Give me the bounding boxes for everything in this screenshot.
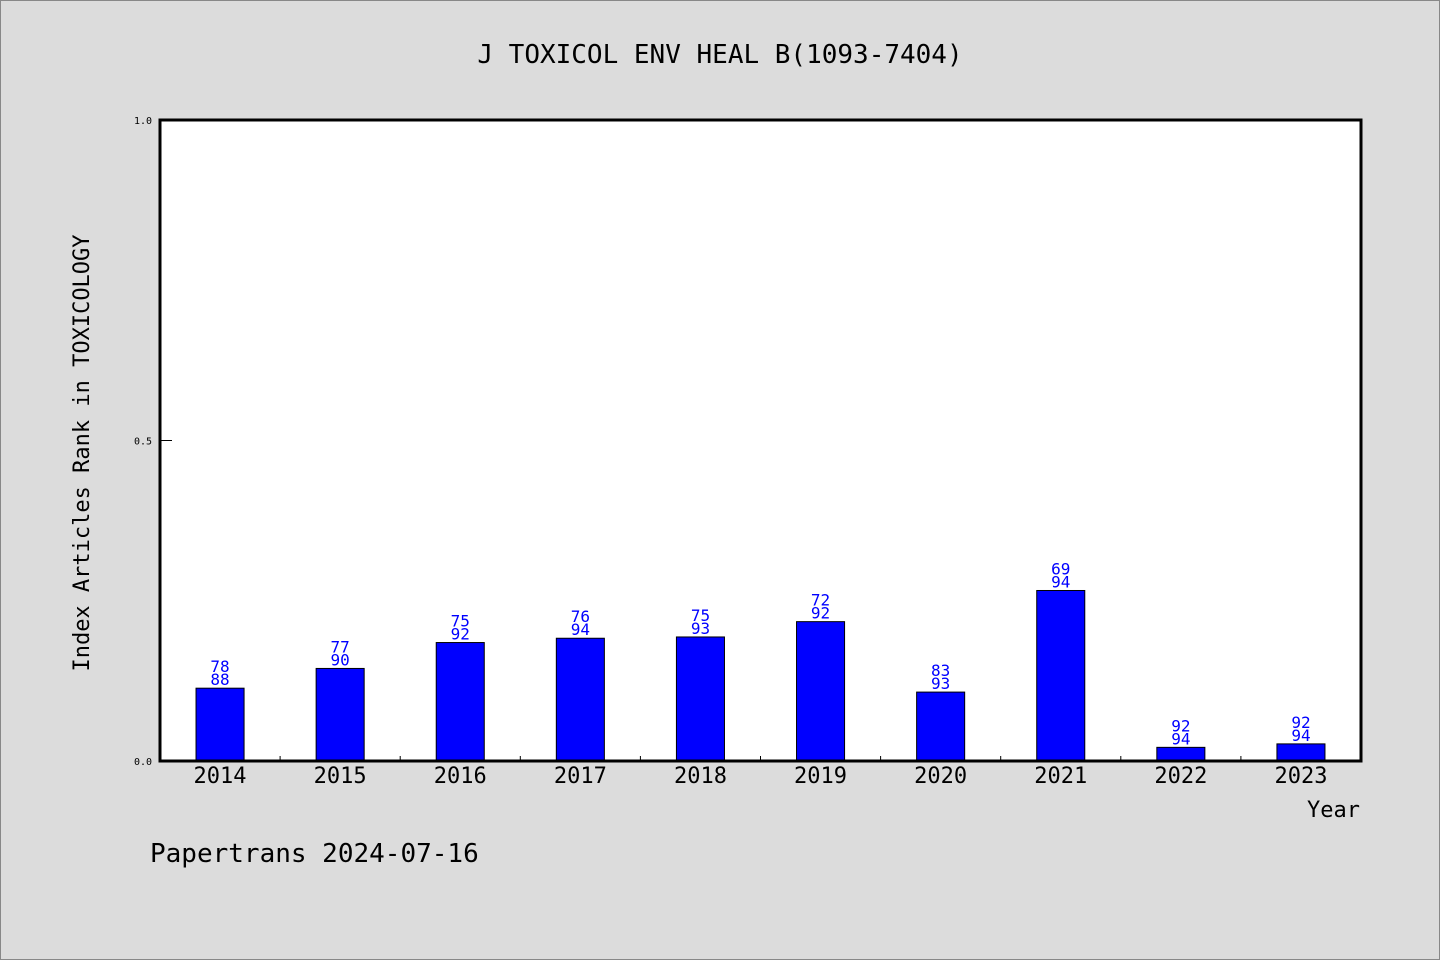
footer-source-date: Papertrans 2024-07-16 — [150, 839, 479, 869]
data-label-rank-2019: 72 — [811, 591, 830, 610]
bar-2022 — [1156, 746, 1206, 762]
bar-2017 — [555, 637, 605, 762]
x-tick-label-2016: 2016 — [434, 764, 487, 789]
data-label-total-2015: 90 — [331, 650, 350, 669]
x-tick-label-2021: 2021 — [1034, 764, 1087, 789]
bar-2019 — [796, 621, 846, 762]
x-tick-label-2018: 2018 — [674, 764, 727, 789]
x-tick-label-2017: 2017 — [554, 764, 607, 789]
data-label-rank-2014: 78 — [210, 657, 229, 676]
x-tick-label-2014: 2014 — [194, 764, 247, 789]
chart-title: J TOXICOL ENV HEAL B(1093-7404) — [477, 40, 962, 70]
data-label-rank-2020: 83 — [931, 661, 950, 680]
data-label-rank-2015: 77 — [331, 637, 350, 656]
data-label-rank-2022: 92 — [1171, 716, 1190, 735]
data-label-total-2019: 92 — [811, 604, 830, 623]
data-label-total-2016: 92 — [451, 625, 470, 644]
x-axis-label: Year — [1307, 798, 1360, 823]
bar-2023 — [1276, 743, 1326, 762]
plot-area — [160, 120, 1361, 761]
data-label-total-2023: 94 — [1291, 726, 1310, 745]
x-tick-label-2022: 2022 — [1154, 764, 1207, 789]
plot-border — [158, 118, 1363, 763]
bar-2014 — [195, 687, 245, 762]
data-label-total-2020: 93 — [931, 674, 950, 693]
x-tick-label-2020: 2020 — [914, 764, 967, 789]
data-label-total-2018: 93 — [691, 619, 710, 638]
y-tick-label: 0.5 — [134, 437, 152, 448]
data-label-total-2022: 94 — [1171, 729, 1190, 748]
data-label-rank-2018: 75 — [691, 606, 710, 625]
data-label-total-2017: 94 — [571, 620, 590, 639]
data-label-rank-2023: 92 — [1291, 713, 1310, 732]
x-axis-ticks: 2014 2015 2016 2017 2018 2019 2020 2021 2022 2023 — [194, 756, 1327, 789]
bar-2021 — [1036, 589, 1086, 762]
bar-2018 — [675, 636, 725, 762]
y-tick-label: 1.0 — [134, 116, 152, 127]
x-tick-label-2015: 2015 — [314, 764, 367, 789]
x-tick-label-2019: 2019 — [794, 764, 847, 789]
data-label-total-2014: 88 — [210, 670, 229, 689]
bar-2016 — [435, 642, 485, 762]
data-label-rank-2017: 76 — [571, 607, 590, 626]
y-axis-label: Index Articles Rank in TOXICOLOGY — [70, 234, 95, 671]
data-label-total-2021: 94 — [1051, 572, 1070, 591]
x-tick-label-2023: 2023 — [1274, 764, 1327, 789]
bar-2015 — [315, 667, 365, 762]
data-label-rank-2021: 69 — [1051, 559, 1070, 578]
y-tick-label: 0.0 — [134, 757, 152, 768]
bar-2020 — [916, 691, 966, 762]
bars-layer — [195, 589, 1326, 762]
data-label-rank-2016: 75 — [451, 612, 470, 631]
